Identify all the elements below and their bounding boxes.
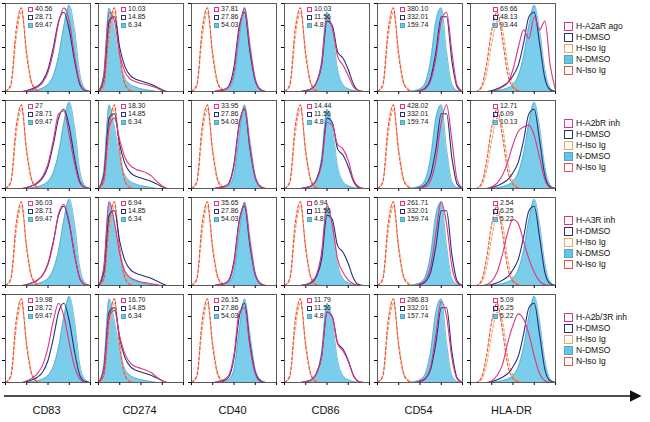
svg-text:CD40: CD40: [218, 404, 246, 416]
html-text:54.03: 54.03: [221, 312, 239, 319]
html-text:33.95: 33.95: [221, 102, 239, 109]
html-text:12.71: 12.71: [500, 102, 518, 109]
html-text:14.85: 14.85: [128, 110, 146, 117]
html-text:40.56: 40.56: [35, 5, 53, 12]
html-text:159.74: 159.74: [407, 21, 429, 28]
html-text:332.01: 332.01: [407, 304, 429, 311]
html-text:28.71: 28.71: [35, 13, 53, 20]
html-text:286.83: 286.83: [407, 296, 429, 303]
html-text:48.13: 48.13: [500, 13, 518, 20]
html-text:27.86: 27.86: [221, 13, 239, 20]
html-text:6.34: 6.34: [128, 118, 142, 125]
html-text:16.70: 16.70: [128, 296, 146, 303]
html-text:N-Iso Ig: N-Iso Ig: [576, 259, 606, 269]
html-text:261.71: 261.71: [407, 199, 429, 206]
html-text:14.85: 14.85: [128, 207, 146, 214]
html-text:37.81: 37.81: [221, 5, 239, 12]
html-text:2.54: 2.54: [500, 199, 514, 206]
html-text:6.34: 6.34: [128, 215, 142, 222]
html-text:157.74: 157.74: [407, 312, 429, 319]
svg-text:HLA-DR: HLA-DR: [491, 404, 532, 416]
html-text:H-A3R inh: H-A3R inh: [576, 215, 616, 225]
svg-text:CD274: CD274: [122, 404, 156, 416]
html-text:5.09: 5.09: [500, 296, 514, 303]
svg-text:CD86: CD86: [311, 404, 339, 416]
html-text:H-Iso Ig: H-Iso Ig: [576, 140, 606, 150]
html-text:H-DMSO: H-DMSO: [576, 323, 611, 333]
html-text:6.09: 6.09: [500, 110, 514, 117]
html-text:5.22: 5.22: [500, 312, 514, 319]
html-text:10.03: 10.03: [314, 5, 332, 12]
html-text:27.86: 27.86: [221, 110, 239, 117]
html-text:N-DMSO: N-DMSO: [576, 345, 611, 355]
html-text:332.01: 332.01: [407, 110, 429, 117]
html-text:10.13: 10.13: [500, 118, 518, 125]
html-text:69.47: 69.47: [35, 312, 53, 319]
html-text:11.79: 11.79: [314, 296, 331, 303]
html-text:26.15: 26.15: [221, 296, 239, 303]
html-text:332.01: 332.01: [407, 207, 429, 214]
html-text:4.8: 4.8: [314, 215, 324, 222]
html-text:36.03: 36.03: [35, 199, 53, 206]
html-text:27.86: 27.86: [221, 304, 239, 311]
html-text:N-DMSO: N-DMSO: [576, 151, 611, 161]
html-text:54.03: 54.03: [221, 118, 239, 125]
html-text:4.8: 4.8: [314, 21, 324, 28]
html-text:H-DMSO: H-DMSO: [576, 32, 611, 42]
html-text:6.25: 6.25: [500, 207, 514, 214]
html-text:93.44: 93.44: [500, 21, 518, 28]
html-text:69.47: 69.47: [35, 215, 53, 222]
html-text:28.71: 28.71: [35, 207, 53, 214]
html-text:H-A2aR ago: H-A2aR ago: [576, 21, 623, 31]
html-text:H-DMSO: H-DMSO: [576, 129, 611, 139]
html-text:N-Iso Ig: N-Iso Ig: [576, 162, 606, 172]
html-text:6.94: 6.94: [314, 199, 328, 206]
html-text:H-Iso Ig: H-Iso Ig: [576, 43, 606, 53]
svg-text:CD54: CD54: [404, 404, 432, 416]
html-text:N-DMSO: N-DMSO: [576, 248, 611, 258]
html-text:11.56: 11.56: [314, 304, 331, 311]
html-text:332.01: 332.01: [407, 13, 429, 20]
html-text:14.85: 14.85: [128, 13, 146, 20]
html-text:28.71: 28.71: [35, 110, 53, 117]
html-text:H-A2bR inh: H-A2bR inh: [576, 118, 620, 128]
html-text:69.66: 69.66: [500, 5, 518, 12]
html-text:N-Iso Ig: N-Iso Ig: [576, 356, 606, 366]
svg-text:CD83: CD83: [32, 404, 60, 416]
html-text:27.86: 27.86: [221, 207, 239, 214]
html-text:54.03: 54.03: [221, 215, 239, 222]
html-text:14.85: 14.85: [128, 304, 146, 311]
html-text:10.03: 10.03: [128, 5, 146, 12]
html-text:35.65: 35.65: [221, 199, 239, 206]
html-text:159.74: 159.74: [407, 215, 429, 222]
html-text:H-A2b/3R inh: H-A2b/3R inh: [576, 312, 627, 322]
html-text:H-Iso Ig: H-Iso Ig: [576, 334, 606, 344]
html-text:69.47: 69.47: [35, 21, 53, 28]
html-text:N-DMSO: N-DMSO: [576, 54, 611, 64]
html-text:4.8: 4.8: [314, 312, 324, 319]
html-text:5.22: 5.22: [500, 215, 514, 222]
html-text:6.34: 6.34: [128, 312, 142, 319]
html-text:11.56: 11.56: [314, 207, 331, 214]
html-text:18.30: 18.30: [128, 102, 146, 109]
html-text:428.02: 428.02: [407, 102, 429, 109]
html-text:54.03: 54.03: [221, 21, 239, 28]
html-text:380.10: 380.10: [407, 5, 429, 12]
html-text:69.47: 69.47: [35, 118, 53, 125]
html-text:11.56: 11.56: [314, 13, 331, 20]
html-text:14.44: 14.44: [314, 102, 332, 109]
html-text:27: 27: [35, 102, 43, 109]
html-text:H-DMSO: H-DMSO: [576, 226, 611, 236]
html-text:4.8: 4.8: [314, 118, 324, 125]
html-text:28.72: 28.72: [35, 304, 53, 311]
html-text:19.98: 19.98: [35, 296, 53, 303]
html-text:6.94: 6.94: [128, 199, 142, 206]
html-text:N-Iso Ig: N-Iso Ig: [576, 65, 606, 75]
html-text:6.25: 6.25: [500, 304, 514, 311]
html-text:6.34: 6.34: [128, 21, 142, 28]
html-text:11.56: 11.56: [314, 110, 331, 117]
html-text:159.74: 159.74: [407, 118, 429, 125]
html-text:H-Iso Ig: H-Iso Ig: [576, 237, 606, 247]
